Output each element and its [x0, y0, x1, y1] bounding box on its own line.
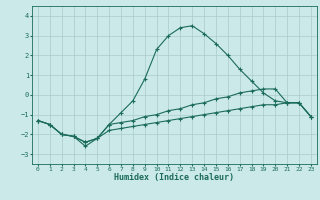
X-axis label: Humidex (Indice chaleur): Humidex (Indice chaleur)	[115, 173, 234, 182]
